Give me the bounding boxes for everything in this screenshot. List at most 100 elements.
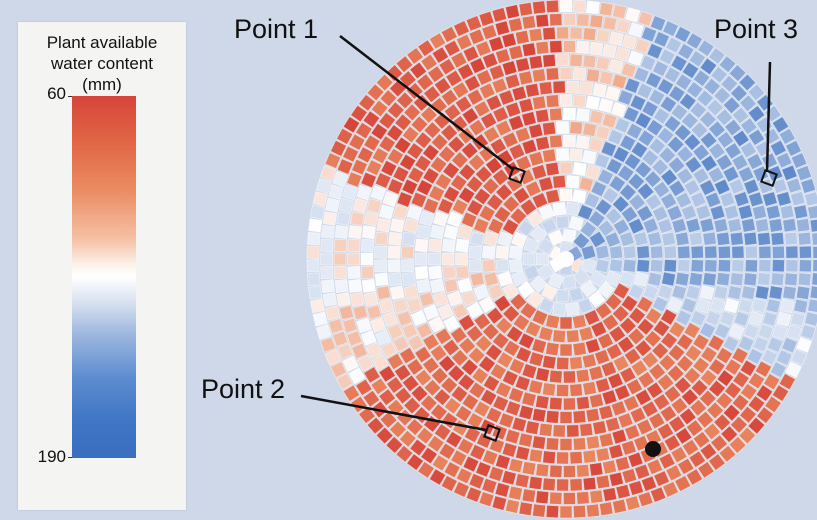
field-cell: [458, 336, 477, 355]
field-cell: [754, 218, 770, 233]
field-cell: [605, 157, 623, 176]
field-cell: [739, 359, 758, 377]
field-cell: [487, 283, 505, 301]
field-cell: [594, 301, 613, 320]
field-cell: [747, 371, 766, 390]
field-cell: [595, 474, 611, 490]
field-cell: [465, 15, 483, 32]
field-cell: [578, 176, 594, 192]
field-cell: [751, 297, 768, 314]
field-cell: [534, 108, 550, 124]
field-cell: [646, 42, 664, 60]
field-cell: [502, 304, 521, 323]
field-cell: [443, 461, 461, 479]
field-cell: [785, 324, 803, 341]
field-cell: [756, 406, 774, 425]
field-cell: [428, 184, 446, 203]
field-cell: [636, 418, 654, 436]
field-cell: [608, 325, 627, 344]
field-cell: [716, 231, 731, 247]
field-cell: [441, 265, 456, 280]
field-cell: [596, 168, 615, 186]
field-cell: [785, 245, 799, 259]
field-cell: [562, 228, 577, 243]
field-cell: [366, 83, 385, 102]
field-cell: [674, 271, 690, 287]
field-cell: [754, 285, 770, 300]
field-cell: [660, 331, 679, 350]
field-cell: [769, 139, 787, 157]
field-cell: [572, 341, 587, 357]
field-cell: [387, 245, 401, 259]
field-cell: [797, 272, 812, 287]
field-cell: [478, 144, 497, 163]
field-cell: [455, 467, 473, 485]
field-cell: [595, 447, 611, 463]
field-cell: [450, 449, 468, 467]
field-cell: [497, 270, 514, 287]
field-cell: [569, 148, 583, 162]
field-cell: [334, 278, 349, 294]
field-cell: [656, 373, 675, 392]
field-cell: [461, 393, 480, 411]
field-cell: [346, 171, 363, 188]
field-cell: [624, 7, 641, 23]
field-cell: [373, 245, 388, 259]
field-cell: [677, 457, 695, 476]
field-cell: [468, 472, 486, 490]
field-cell: [575, 368, 591, 384]
field-cell: [396, 310, 413, 327]
field-cell: [320, 252, 333, 266]
field-cell: [666, 135, 685, 154]
field-cell: [744, 245, 759, 259]
field-cell: [478, 355, 497, 374]
field-cell: [469, 231, 485, 247]
field-cell: [460, 141, 479, 160]
field-cell: [308, 285, 323, 300]
field-cell: [608, 174, 627, 193]
field-cell: [376, 285, 392, 301]
field-cell: [751, 204, 768, 221]
field-cell: [467, 346, 486, 365]
field-cell: [418, 210, 435, 227]
field-cell: [768, 285, 784, 300]
field-cell: [360, 238, 375, 253]
field-cell: [417, 39, 435, 58]
field-cell: [692, 167, 710, 185]
field-cell: [531, 95, 547, 111]
field-cell: [488, 36, 505, 53]
field-cell: [320, 238, 334, 253]
field-cell: [569, 121, 583, 135]
field-cell: [456, 63, 475, 81]
field-cell: [328, 184, 344, 201]
field-cell: [484, 343, 503, 362]
field-cell: [784, 361, 803, 379]
field-cell: [608, 58, 624, 75]
field-cell: [634, 463, 651, 480]
field-cell: [739, 382, 758, 401]
field-cell: [663, 66, 682, 84]
field-cell: [604, 416, 621, 433]
field-cell: [451, 81, 470, 99]
field-cell: [488, 465, 505, 482]
field-cell: [761, 191, 778, 208]
field-cell: [349, 211, 365, 227]
field-cell: [422, 167, 440, 185]
field-cell: [518, 97, 534, 114]
field-cell: [531, 68, 547, 83]
field-cell: [309, 298, 325, 314]
field-cell: [414, 265, 429, 280]
field-cell: [585, 0, 600, 15]
field-cell: [604, 85, 621, 102]
field-cell: [790, 152, 808, 169]
field-cell: [601, 112, 618, 129]
field-cell: [350, 104, 368, 123]
field-cell: [630, 359, 649, 377]
field-cell: [414, 345, 432, 364]
field-cell: [692, 333, 710, 351]
field-cell: [426, 434, 445, 453]
field-cell: [568, 215, 585, 232]
field-cell: [585, 407, 601, 423]
field-cell: [492, 106, 510, 124]
field-cell: [540, 217, 559, 235]
